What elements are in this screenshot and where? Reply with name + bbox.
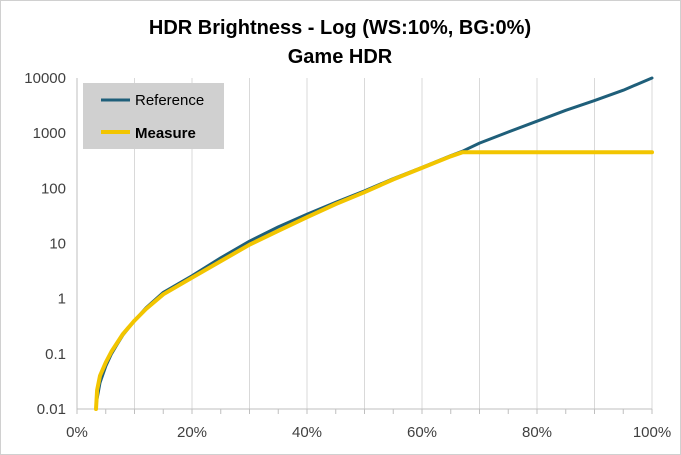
legend-reference-label: Reference [135,92,204,109]
y-tick-label: 1000 [33,125,66,142]
y-tick-label: 1 [58,291,66,308]
y-tick-label: 0.1 [45,346,66,363]
x-tick-label: 20% [177,424,207,441]
legend: Reference Measure [83,83,224,149]
axes [76,78,653,414]
legend-background [83,83,224,149]
y-tick-label: 10 [49,236,66,253]
legend-measure-label: Measure [135,125,196,142]
y-tick-label: 0.01 [37,401,66,418]
series-lines [94,76,654,411]
chart-title: HDR Brightness - Log (WS:10%, BG:0%) [149,17,531,39]
x-tick-label: 0% [66,424,88,441]
tick-labels: 0% 20% 40% 60% 80% 100% 0.01 0.1 1 10 100 1000 10000 [24,70,671,441]
x-tick-label: 60% [407,424,437,441]
chart-subtitle: Game HDR [288,46,393,68]
series-line-measure [94,150,654,411]
x-tick-label: 80% [522,424,552,441]
y-tick-label: 10000 [24,70,66,87]
x-tick-label: 40% [292,424,322,441]
y-tick-label: 100 [41,180,66,197]
x-tick-label: 100% [633,424,671,441]
